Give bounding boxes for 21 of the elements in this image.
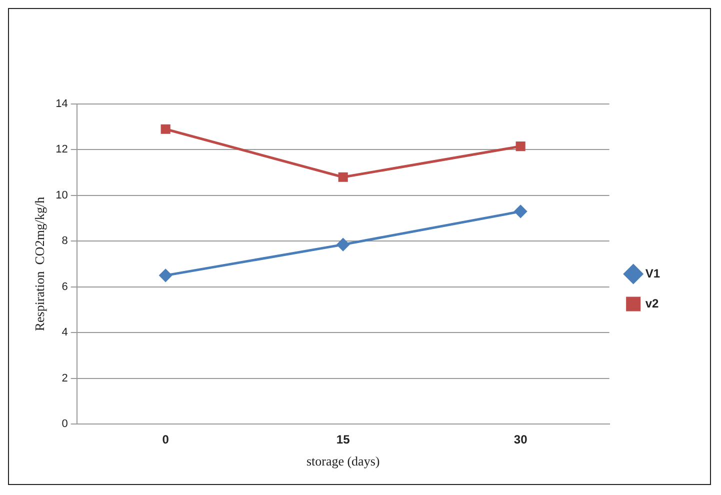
- point: [160, 124, 170, 134]
- point: [516, 142, 526, 152]
- point: [338, 172, 348, 182]
- point: [336, 238, 350, 251]
- y-tick-label: 4: [62, 326, 68, 339]
- x-tick-label: 0: [162, 432, 170, 447]
- y-tick-label: 14: [56, 98, 68, 110]
- legend-label: V1: [645, 266, 660, 280]
- y-tick-label: 0: [62, 418, 68, 430]
- x-axis-title: storage (days): [306, 454, 380, 469]
- point: [159, 269, 172, 282]
- y-tick-label: 10: [56, 189, 68, 202]
- y-tick-label: 2: [62, 372, 68, 384]
- x-tick-label: 15: [336, 432, 350, 447]
- legend-label: v2: [645, 296, 659, 310]
- point: [514, 205, 527, 218]
- y-tick-label: 8: [62, 235, 68, 248]
- x-tick-label: 30: [514, 432, 528, 447]
- y-axis-title: Respiration CO2mg/kg/h: [32, 196, 48, 332]
- y-tick-label: 6: [62, 280, 68, 293]
- y-tick-label: 12: [56, 144, 68, 156]
